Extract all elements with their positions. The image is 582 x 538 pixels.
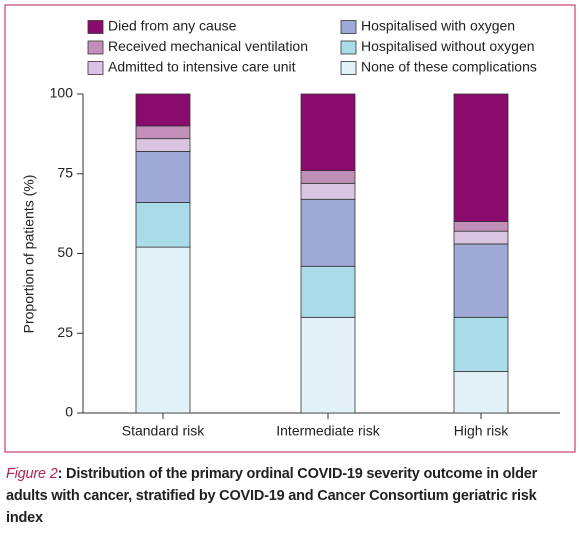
- bar-segment: [453, 316, 509, 372]
- caption-text: : Distribution of the primary ordinal CO…: [6, 466, 538, 526]
- bar-segment: [300, 265, 356, 318]
- y-tick-label: 25: [57, 324, 73, 340]
- legend-label: Received mechanical ventilation: [108, 38, 308, 54]
- bar-segment: [300, 93, 356, 171]
- legend-label: Died from any cause: [108, 18, 237, 34]
- legend-swatch: [340, 20, 357, 34]
- bar-segment: [453, 230, 509, 245]
- bar-segment: [135, 151, 191, 203]
- bar-segment: [453, 371, 509, 414]
- x-tick-label: Standard risk: [122, 423, 205, 439]
- y-tick-label: 0: [65, 404, 73, 420]
- legend-swatch: [87, 61, 104, 75]
- bar-segment: [135, 246, 191, 414]
- bar-segment: [453, 93, 509, 222]
- x-tick-label: Intermediate risk: [276, 423, 380, 439]
- caption-label: Figure 2: [6, 466, 58, 482]
- bar-segment: [135, 125, 191, 140]
- bar-segment: [135, 93, 191, 127]
- bar-segment: [135, 202, 191, 248]
- legend-label: Hospitalised without oxygen: [361, 38, 535, 54]
- bar-segment: [453, 221, 509, 232]
- x-tick-label: High risk: [454, 423, 509, 439]
- legend-label: None of these complications: [361, 59, 537, 75]
- bar-segment: [453, 243, 509, 318]
- chart: Proportion of patients (%) 0 25 50 75 100 Sta…: [4, 4, 576, 453]
- y-tick-label: 75: [57, 164, 73, 180]
- legend-swatch: [87, 20, 104, 34]
- legend-swatch: [340, 40, 357, 55]
- bar-segment: [135, 138, 191, 152]
- legend-swatch: [87, 40, 104, 55]
- figure-frame: [4, 4, 576, 453]
- y-tick-label: 100: [50, 85, 74, 101]
- legend-swatch: [340, 61, 357, 75]
- y-tick-label: 50: [57, 244, 73, 260]
- legend-label: Admitted to intensive care unit: [108, 59, 296, 75]
- bar-segment: [300, 170, 356, 184]
- bar-segment: [300, 182, 356, 200]
- bar-segment: [300, 316, 356, 414]
- caption: Figure 2: Distribution of the primary or…: [6, 463, 572, 529]
- legend-label: Hospitalised with oxygen: [361, 18, 515, 34]
- y-axis-label: Proportion of patients (%): [21, 175, 37, 334]
- bar-segment: [300, 198, 356, 267]
